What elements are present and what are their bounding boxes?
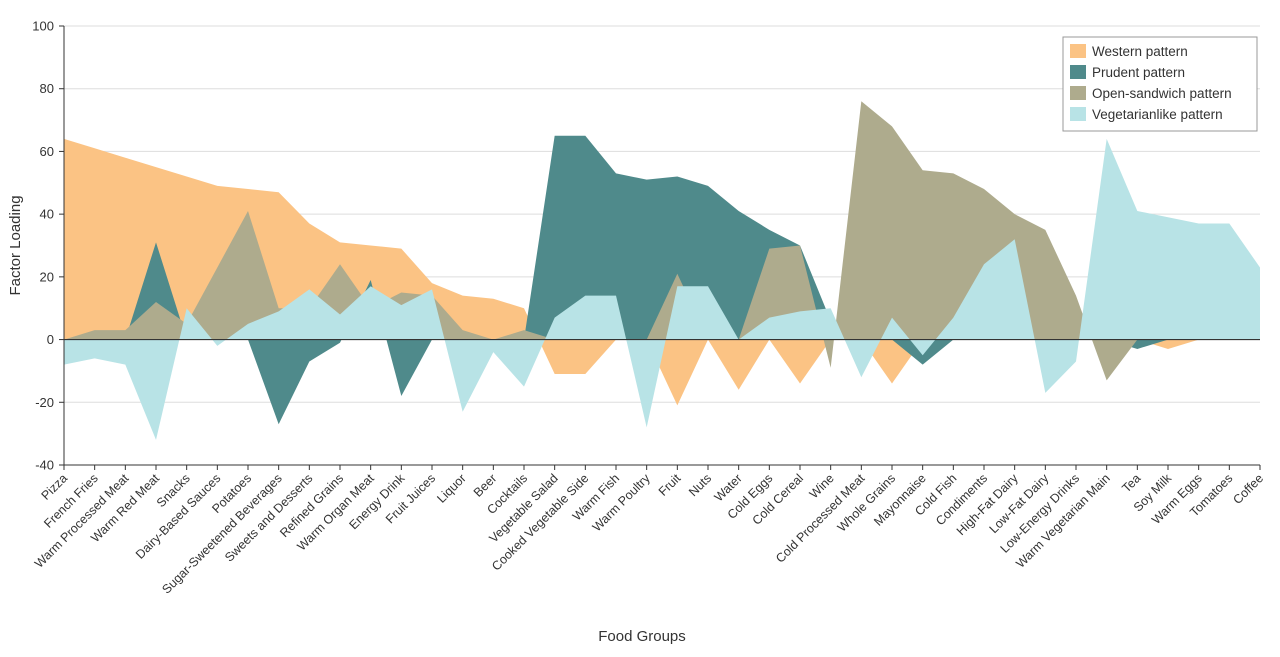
legend-swatch bbox=[1070, 65, 1086, 79]
legend-label: Vegetarianlike pattern bbox=[1092, 107, 1223, 122]
legend-swatch bbox=[1070, 86, 1086, 100]
y-tick-label: 40 bbox=[40, 207, 54, 222]
legend-swatch bbox=[1070, 44, 1086, 58]
legend-label: Western pattern bbox=[1092, 44, 1188, 59]
x-tick-label: Coffee bbox=[1230, 471, 1266, 507]
legend-label: Open-sandwich pattern bbox=[1092, 86, 1232, 101]
y-tick-label: 80 bbox=[40, 81, 54, 96]
legend-swatch bbox=[1070, 107, 1086, 121]
x-tick-label: Nuts bbox=[686, 471, 714, 499]
y-tick-label: -20 bbox=[35, 395, 54, 410]
legend-label: Prudent pattern bbox=[1092, 65, 1185, 80]
y-tick-label: 60 bbox=[40, 144, 54, 159]
axes bbox=[59, 25, 1261, 470]
x-tick-label: Fruit bbox=[656, 471, 684, 499]
y-axis-title: Factor Loading bbox=[7, 195, 24, 295]
y-tick-label: 20 bbox=[40, 269, 54, 284]
series-area-1 bbox=[64, 135, 1260, 425]
y-tick-label: -40 bbox=[35, 458, 54, 473]
y-tick-label: 100 bbox=[32, 19, 54, 34]
series-area-3 bbox=[64, 138, 1260, 440]
x-tick-label: Tea bbox=[1119, 471, 1143, 495]
x-axis-title: Food Groups bbox=[598, 628, 686, 645]
x-tick-label: Liquor bbox=[434, 471, 468, 505]
series-areas bbox=[64, 101, 1260, 440]
y-tick-label: 0 bbox=[47, 332, 54, 347]
legend-box bbox=[1062, 36, 1258, 132]
legend: Western pattern Prudent pattern Open-sandw… bbox=[1062, 36, 1258, 132]
y-tick-labels: -40 -20 0 20 40 60 80 100 bbox=[32, 19, 54, 473]
